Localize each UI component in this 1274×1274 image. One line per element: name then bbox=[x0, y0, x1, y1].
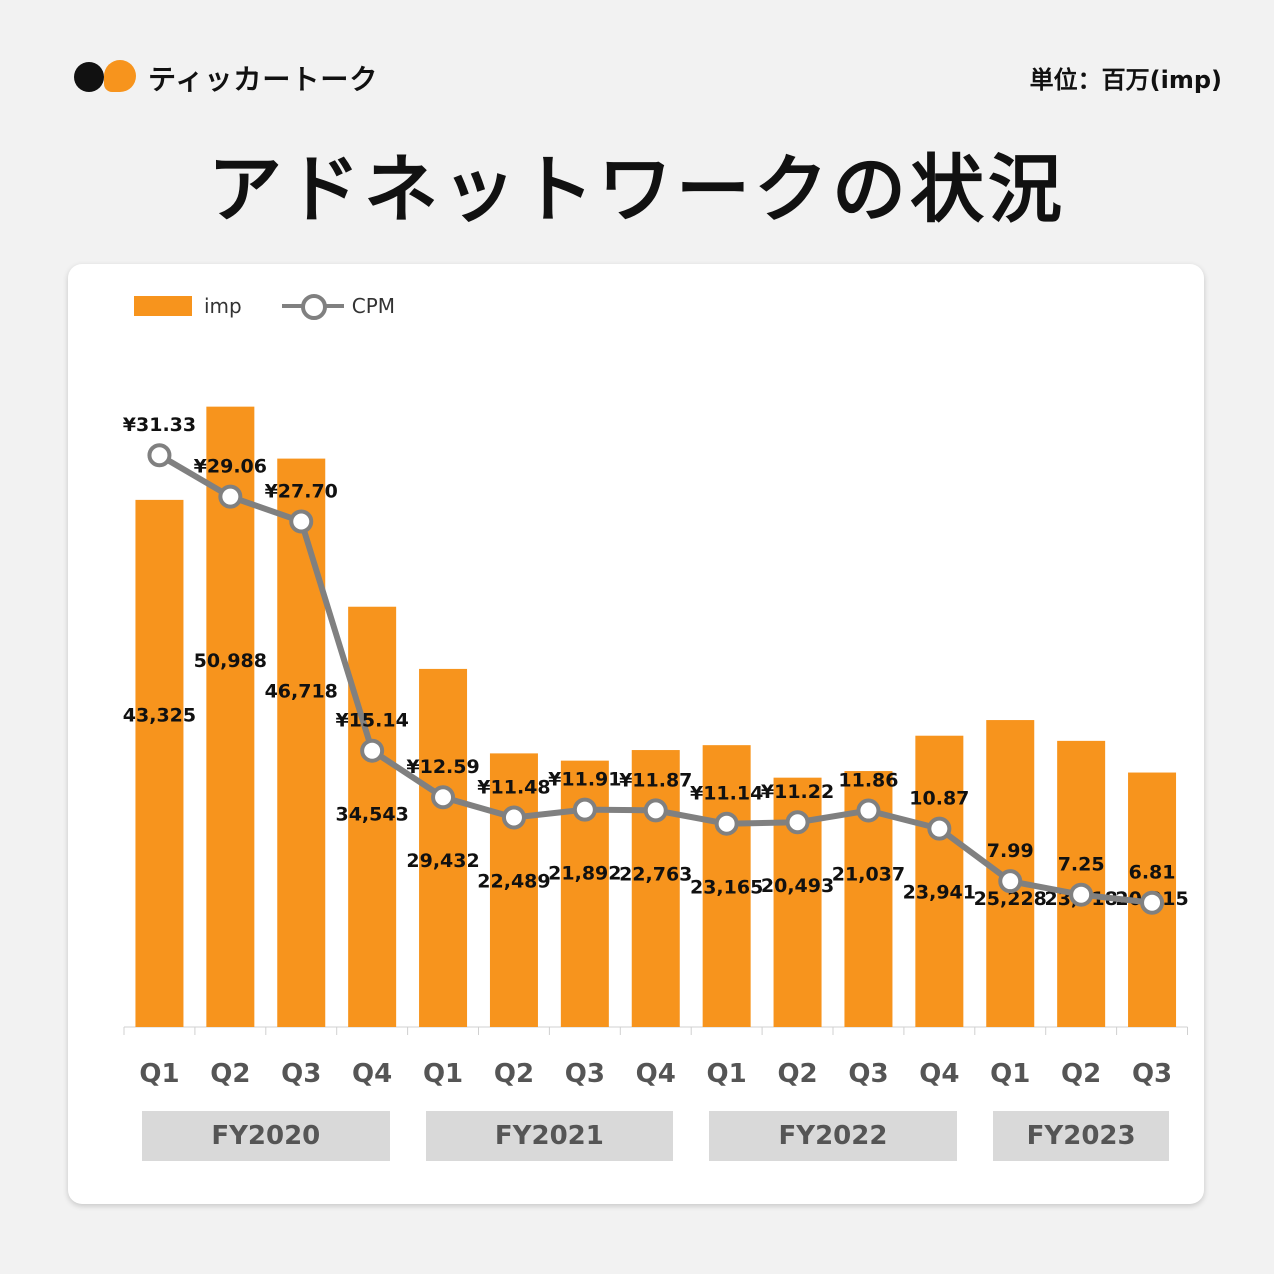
x-tick-label: Q3 bbox=[281, 1059, 321, 1089]
imp-bar bbox=[489, 753, 538, 1027]
cpm-point bbox=[147, 443, 172, 468]
x-tick-label: Q4 bbox=[919, 1059, 959, 1089]
x-tick-label: Q1 bbox=[990, 1059, 1030, 1089]
legend-line-swatch bbox=[281, 292, 344, 320]
cpm-value-label: ¥27.70 bbox=[265, 480, 338, 502]
x-tick-label: Q2 bbox=[777, 1059, 817, 1089]
cpm-point bbox=[785, 810, 810, 835]
x-tick-label: Q2 bbox=[1061, 1059, 1101, 1089]
cpm-point bbox=[927, 816, 952, 841]
cpm-value-label: ¥11.87 bbox=[619, 769, 692, 791]
imp-value-label: 23,941 bbox=[903, 882, 976, 904]
x-tick-label: Q3 bbox=[1132, 1059, 1172, 1089]
legend-bar-swatch bbox=[134, 296, 192, 316]
imp-value-label: 25,228 bbox=[974, 888, 1047, 910]
cpm-value-label: ¥15.14 bbox=[335, 710, 408, 732]
cpm-point bbox=[998, 869, 1023, 894]
x-tick-label: Q1 bbox=[423, 1059, 463, 1089]
cpm-value-label: ¥31.33 bbox=[123, 414, 196, 436]
imp-bar bbox=[631, 750, 680, 1027]
chart-legend: imp CPM bbox=[134, 292, 395, 320]
x-tick-label: Q3 bbox=[848, 1059, 888, 1089]
x-tick-label: Q3 bbox=[565, 1059, 605, 1089]
fiscal-year-label: FY2022 bbox=[709, 1111, 957, 1161]
cpm-value-label: ¥11.14 bbox=[690, 783, 763, 805]
cpm-value-label: ¥29.06 bbox=[194, 456, 267, 478]
imp-bar bbox=[348, 606, 397, 1027]
imp-value-label: 43,325 bbox=[123, 704, 196, 726]
cpm-point bbox=[431, 785, 456, 810]
imp-bar bbox=[702, 745, 751, 1027]
imp-value-label: 46,718 bbox=[265, 680, 338, 702]
brand-logo: ティッカートーク bbox=[74, 58, 378, 98]
cpm-point bbox=[501, 805, 526, 830]
cpm-point bbox=[1069, 882, 1094, 907]
cpm-value-label: 7.99 bbox=[987, 840, 1034, 862]
imp-value-label: 23,165 bbox=[690, 877, 763, 899]
fiscal-year-label: FY2020 bbox=[142, 1111, 390, 1161]
cpm-point bbox=[218, 484, 243, 509]
legend-imp-label: imp bbox=[204, 294, 242, 318]
logo-icon bbox=[74, 58, 136, 98]
imp-value-label: 22,763 bbox=[619, 863, 692, 885]
imp-value-label: 29,432 bbox=[406, 850, 479, 872]
imp-value-label: 21,892 bbox=[548, 863, 621, 885]
cpm-point bbox=[643, 798, 668, 823]
cpm-value-label: 6.81 bbox=[1129, 862, 1176, 884]
x-tick-label: Q2 bbox=[494, 1059, 534, 1089]
x-tick-label: Q4 bbox=[352, 1059, 392, 1089]
imp-bar bbox=[419, 668, 468, 1027]
imp-value-label: 20,493 bbox=[761, 875, 834, 897]
fiscal-year-label: FY2021 bbox=[425, 1111, 674, 1161]
cpm-point bbox=[360, 738, 385, 763]
imp-bar bbox=[206, 406, 255, 1027]
cpm-value-label: 11.86 bbox=[838, 770, 898, 792]
page-title: アドネットワークの状況 bbox=[208, 147, 1066, 233]
cpm-point bbox=[289, 509, 314, 534]
x-tick-label: Q2 bbox=[210, 1059, 250, 1089]
brand-name: ティッカートーク bbox=[148, 63, 379, 96]
imp-value-label: 22,489 bbox=[477, 870, 550, 892]
fiscal-year-label: FY2023 bbox=[992, 1111, 1170, 1161]
cpm-point bbox=[572, 797, 597, 822]
cpm-value-label: ¥11.48 bbox=[477, 776, 550, 798]
unit-label: 単位：百万(imp) bbox=[1029, 66, 1222, 94]
x-tick-label: Q1 bbox=[139, 1059, 179, 1089]
imp-value-label: 50,988 bbox=[194, 650, 267, 672]
cpm-point bbox=[714, 811, 739, 836]
legend-cpm-label: CPM bbox=[351, 294, 396, 318]
cpm-value-label: 10.87 bbox=[909, 788, 969, 810]
imp-bar bbox=[277, 458, 326, 1027]
x-tick-label: Q4 bbox=[636, 1059, 676, 1089]
imp-value-label: 21,037 bbox=[832, 864, 905, 886]
cpm-value-label: 7.25 bbox=[1058, 854, 1105, 876]
cpm-value-label: ¥12.59 bbox=[406, 756, 479, 778]
cpm-point bbox=[856, 798, 881, 823]
cpm-value-label: ¥11.22 bbox=[761, 781, 834, 803]
cpm-value-label: ¥11.91 bbox=[548, 769, 621, 791]
cpm-point bbox=[1140, 890, 1165, 915]
imp-bar bbox=[915, 735, 964, 1027]
x-tick-label: Q1 bbox=[707, 1059, 747, 1089]
imp-bar bbox=[135, 499, 184, 1028]
imp-value-label: 34,543 bbox=[335, 804, 408, 826]
